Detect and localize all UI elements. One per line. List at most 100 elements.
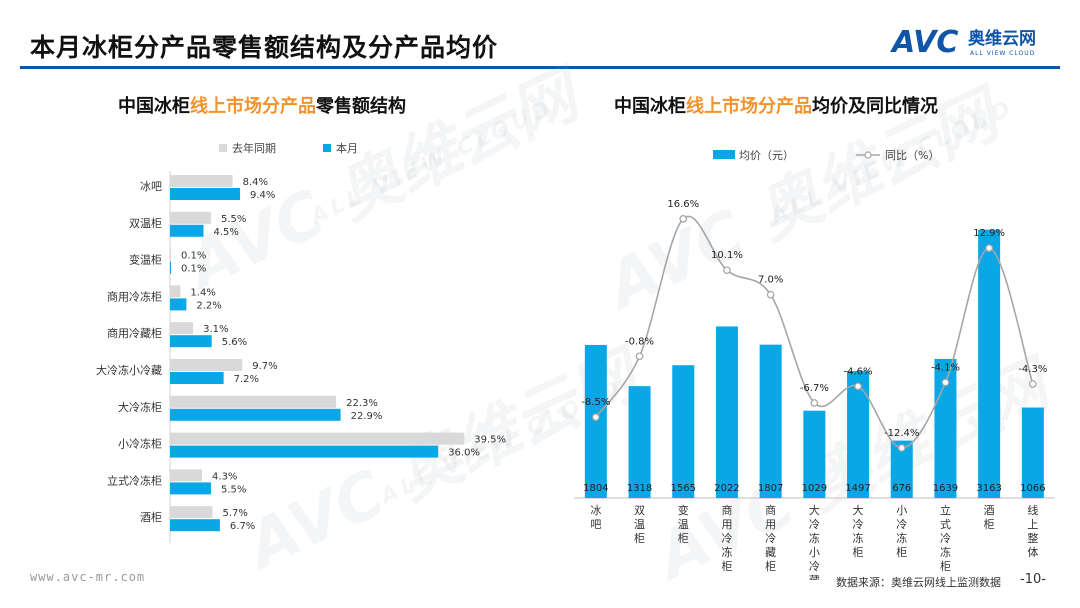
category-label: 冰吧 xyxy=(140,180,162,193)
bar-last-year xyxy=(170,285,181,298)
left-title-highlight: 线上市场分产品 xyxy=(190,96,316,117)
price-bar xyxy=(847,370,870,498)
category-label: 变温柜 xyxy=(678,503,689,545)
bar-this-month xyxy=(170,335,212,348)
price-value-label: 1066 xyxy=(1020,483,1045,494)
legend-swatch-last-year xyxy=(219,144,227,152)
bar-this-month xyxy=(170,372,224,384)
logo-cn: 奥维云网 xyxy=(968,28,1036,49)
logo-en: ALL VIEW CLOUD xyxy=(970,50,1035,57)
bar-this-month xyxy=(170,445,439,458)
legend-label-price: 均价（元） xyxy=(739,149,794,162)
yoy-marker xyxy=(897,444,906,452)
legend-label-this-month: 本月 xyxy=(336,141,358,155)
page-title: 本月冰柜分产品零售额结构及分产品均价 xyxy=(30,33,499,62)
yoy-value-label: -4.1% xyxy=(931,362,960,373)
yoy-marker xyxy=(941,378,950,387)
price-bar xyxy=(803,410,826,498)
title-rule xyxy=(20,66,1060,69)
data-label-last-year: 8.4% xyxy=(243,177,268,188)
data-label-this-month: 22.9% xyxy=(351,411,383,422)
data-label-last-year: 22.3% xyxy=(346,398,378,409)
avc-logo: AVC 奥维云网 ALL VIEW CLOUD xyxy=(890,25,1036,60)
category-label: 变温柜 xyxy=(129,253,162,267)
bar-last-year xyxy=(170,469,203,482)
bar-this-month xyxy=(170,408,341,421)
price-combo-chart: 均价（元） 同比（%） 1804 冰吧 1318 双温柜 1565 变温柜 2022 商用冷冻柜 1… xyxy=(574,149,1055,580)
category-label: 立式冷冻柜 xyxy=(940,503,951,573)
yoy-value-label: -6.7% xyxy=(800,383,829,394)
data-label-this-month: 7.2% xyxy=(234,374,259,385)
bar-this-month xyxy=(170,261,171,274)
bar-last-year xyxy=(170,432,465,445)
legend-marker-yoy xyxy=(864,151,872,159)
yoy-marker xyxy=(723,266,731,275)
yoy-value-label: -0.8% xyxy=(625,336,654,347)
bar-this-month xyxy=(170,482,211,495)
data-label-last-year: 3.1% xyxy=(203,324,228,335)
category-label: 线上整体 xyxy=(1027,503,1038,559)
price-bar xyxy=(628,386,651,498)
bar-this-month xyxy=(170,188,241,200)
data-label-last-year: 1.4% xyxy=(190,287,215,298)
category-label: 商用冷藏柜 xyxy=(107,326,162,340)
price-bar xyxy=(890,440,913,498)
right-title-part-3: 均价及同比情况 xyxy=(812,96,938,117)
bar-last-year xyxy=(170,506,213,519)
legend-swatch-price xyxy=(713,150,735,159)
left-title-part-1: 中国冰柜 xyxy=(118,96,190,117)
data-label-this-month: 36.0% xyxy=(448,448,480,459)
right-title-highlight: 线上市场分产品 xyxy=(686,96,812,117)
data-label-last-year: 0.1% xyxy=(181,251,206,262)
price-bar xyxy=(759,344,782,498)
bar-this-month xyxy=(170,224,204,237)
data-label-this-month: 9.4% xyxy=(250,190,275,201)
category-label: 酒柜 xyxy=(984,504,995,531)
price-bar xyxy=(715,326,738,498)
price-value-label: 1639 xyxy=(933,483,958,494)
data-label-this-month: 5.6% xyxy=(222,337,247,348)
category-label: 酒柜 xyxy=(140,511,162,524)
yoy-value-label: 7.0% xyxy=(758,275,783,286)
yoy-marker xyxy=(591,413,600,421)
data-label-this-month: 2.2% xyxy=(196,300,221,311)
legend-label-last-year: 去年同期 xyxy=(232,141,276,155)
price-value-label: 676 xyxy=(892,483,911,494)
yoy-marker xyxy=(1028,380,1037,388)
data-label-this-month: 5.5% xyxy=(221,484,246,495)
right-chart-title: 中国冰柜线上市场分产品均价及同比情况 xyxy=(614,92,938,118)
yoy-line xyxy=(595,215,1034,449)
bar-last-year xyxy=(170,248,171,261)
price-bar xyxy=(584,344,607,498)
bar-last-year xyxy=(170,359,243,371)
category-label: 小冷冻柜 xyxy=(896,504,907,559)
left-chart-title: 中国冰柜线上市场分产品零售额结构 xyxy=(118,92,406,118)
yoy-value-label: -4.3% xyxy=(1018,364,1047,375)
footer-url: www.avc-mr.com xyxy=(30,570,146,584)
data-label-last-year: 4.3% xyxy=(212,471,237,482)
price-value-label: 1318 xyxy=(627,483,652,494)
data-label-last-year: 9.7% xyxy=(252,361,277,372)
yoy-marker xyxy=(810,399,819,407)
yoy-value-label: -12.4% xyxy=(884,428,919,439)
data-label-this-month: 0.1% xyxy=(181,264,206,275)
bar-last-year xyxy=(170,322,194,335)
bar-last-year xyxy=(170,211,211,224)
data-label-last-year: 5.5% xyxy=(221,214,246,225)
yoy-marker xyxy=(679,215,688,223)
data-label-last-year: 39.5% xyxy=(474,435,506,446)
category-label: 立式冷冻柜 xyxy=(107,473,162,487)
price-bar xyxy=(1021,407,1044,498)
data-label-this-month: 6.7% xyxy=(230,521,255,532)
yoy-value-label: 12.9% xyxy=(973,228,1005,239)
price-value-label: 1804 xyxy=(583,483,608,494)
yoy-value-label: -4.6% xyxy=(844,366,873,377)
yoy-marker xyxy=(635,352,644,361)
category-label: 大冷冻小冷藏 xyxy=(809,503,820,580)
logo-mark: AVC xyxy=(890,25,958,60)
price-value-label: 2022 xyxy=(714,483,739,494)
price-value-label: 3163 xyxy=(976,483,1001,494)
bar-this-month xyxy=(170,519,220,532)
